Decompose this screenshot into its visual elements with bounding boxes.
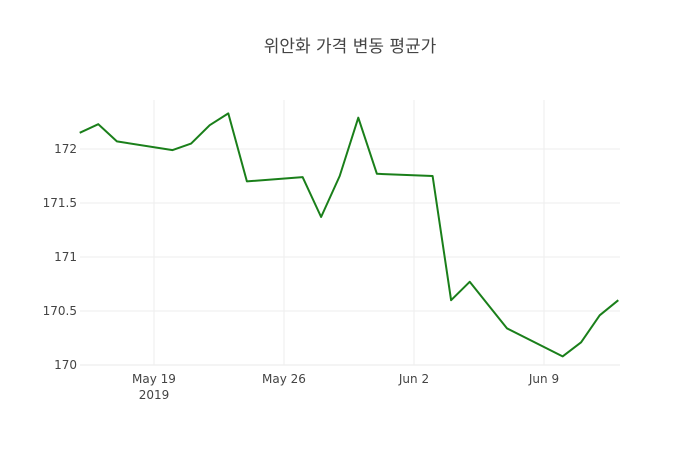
x-tick-label: Jun 2 xyxy=(398,372,429,386)
y-tick-label: 170.5 xyxy=(43,304,77,318)
x-tick-label: Jun 9 xyxy=(528,372,559,386)
chart-title: 위안화 가격 변동 평균가 xyxy=(263,37,437,57)
price-line xyxy=(79,112,619,358)
x-tick-year-label: 2019 xyxy=(139,388,170,402)
x-tick-label: May 19 xyxy=(132,372,176,386)
y-tick-label: 170 xyxy=(54,358,77,372)
x-tick-label: May 26 xyxy=(262,372,306,386)
y-tick-label: 171 xyxy=(54,250,77,264)
gridlines xyxy=(80,100,620,366)
y-tick-label: 172 xyxy=(54,142,77,156)
y-tick-label: 171.5 xyxy=(43,196,77,210)
